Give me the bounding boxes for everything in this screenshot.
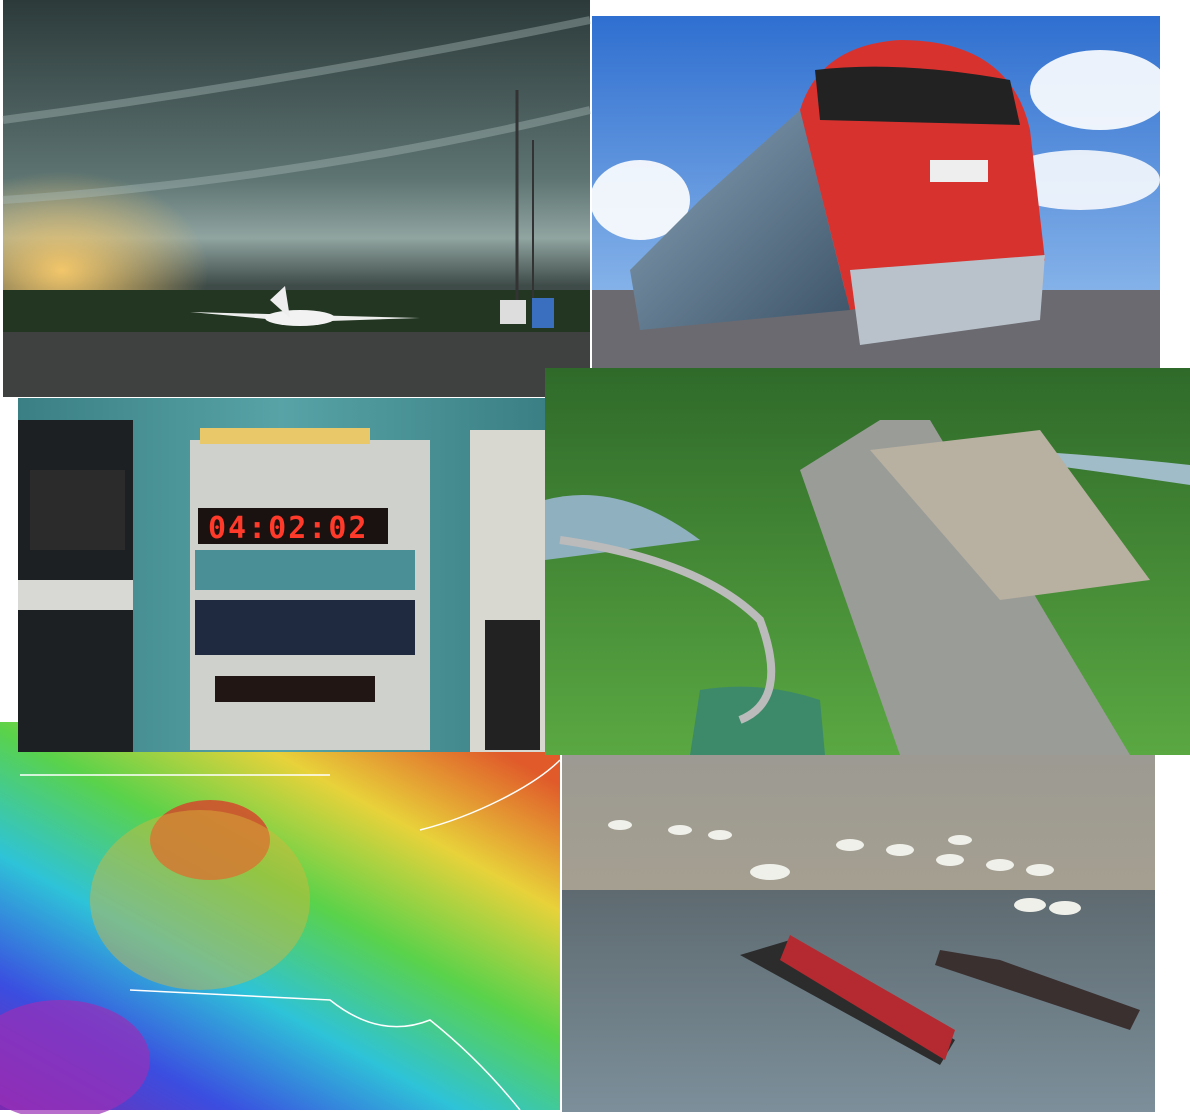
map-photo (0, 722, 561, 1114)
clock-rack-photo: 04:02:02 (18, 398, 545, 752)
refinery-photo (562, 755, 1155, 1112)
train-photo (590, 16, 1170, 368)
clock-display: 04:02:02 (208, 511, 369, 546)
highway-photo (545, 368, 1190, 755)
storm-photo (2, 0, 591, 397)
